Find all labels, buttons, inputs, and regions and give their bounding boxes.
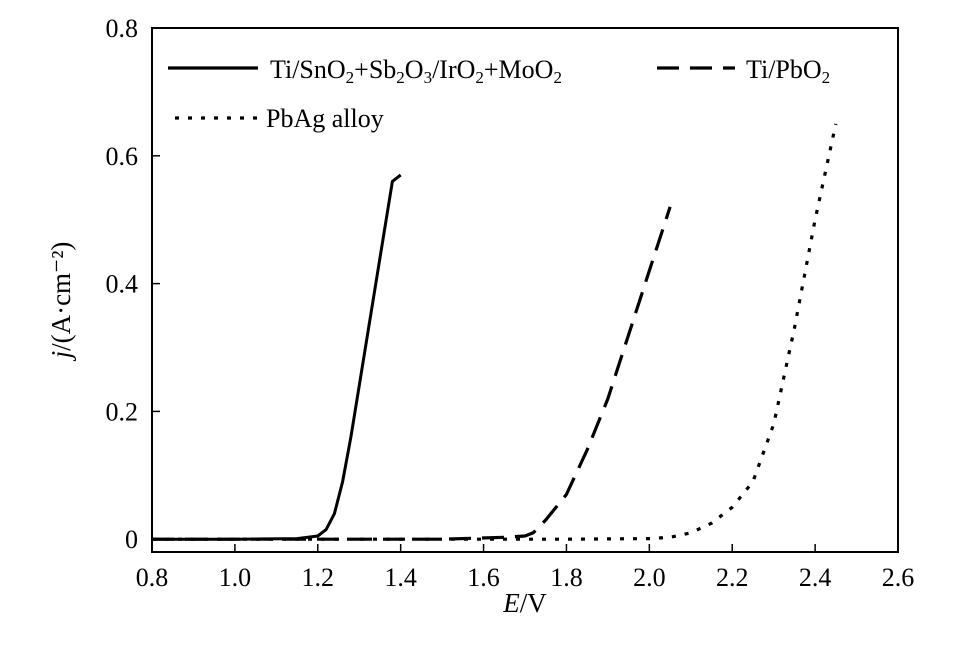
axis-ticks: 0.8 1.0 1.2 1.4 1.6 1.8 2.0 2.2 2.4 2.6 0 0.2 0.4 0.6… [106,14,915,592]
legend-subscript: 2 [553,68,562,87]
x-tick-label: 1.4 [384,563,417,592]
y-axis-label: j/(A·cm⁻²) [46,242,76,362]
y-tick-label: 0.4 [106,270,139,299]
x-tick-label: 1.8 [550,563,583,592]
legend-text-part: Ti/PbO [746,55,822,84]
legend-text-part: +MoO [484,55,554,84]
legend-subscript: 3 [424,68,433,87]
x-tick-label: 2.0 [633,563,666,592]
legend-label: Ti/SnO2+Sb2O3/IrO2+MoO2 [270,55,562,87]
x-tick-label: 2.6 [882,563,915,592]
y-tick-label: 0.6 [106,142,139,171]
series-line-solid [152,173,402,541]
x-axis-label: E/V [502,588,547,618]
legend-text-part: PbAg alloy [266,104,384,133]
x-tick-label: 1.2 [302,563,335,592]
x-tick-label: 0.8 [136,563,169,592]
legend-subscript: 2 [475,68,484,87]
y-tick-label: 0 [125,525,138,554]
legend-text-part: O [405,55,424,84]
series-line-dashed [152,206,672,541]
legend-text-part: /IrO [432,55,475,84]
series-layer [152,123,838,541]
y-tick-label: 0.8 [106,14,139,43]
legend-text-part: Ti/SnO [270,55,346,84]
legend-subscript: 2 [346,68,355,87]
x-tick-label: 1.6 [467,563,500,592]
legend-subscript: 2 [396,68,405,87]
legend-label: PbAg alloy [266,104,384,133]
series-line-dotted [152,123,838,541]
legend-subscript: 2 [822,68,831,87]
x-tick-label: 2.4 [799,563,832,592]
legend-label: Ti/PbO2 [746,55,830,87]
x-tick-label: 1.0 [219,563,252,592]
y-tick-label: 0.2 [106,397,139,426]
x-tick-label: 2.2 [716,563,749,592]
legend-text-part: +Sb [354,55,396,84]
plot-frame [151,27,899,553]
